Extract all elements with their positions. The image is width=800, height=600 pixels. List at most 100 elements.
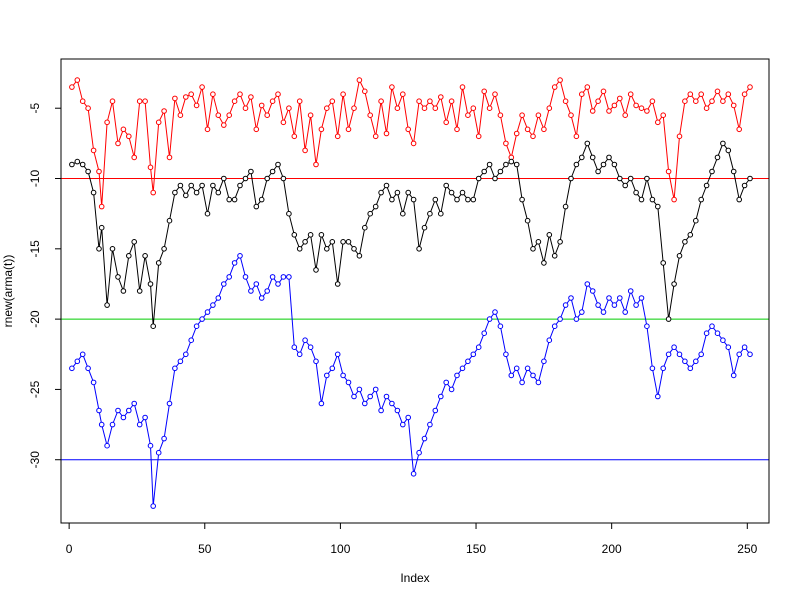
data-point xyxy=(492,309,498,315)
series-2 xyxy=(69,253,753,509)
data-point xyxy=(286,210,292,217)
data-point xyxy=(142,253,148,259)
data-point xyxy=(155,260,162,266)
data-point xyxy=(649,98,656,104)
data-point xyxy=(74,358,81,365)
data-point xyxy=(74,158,81,165)
data-point xyxy=(318,126,325,133)
data-point xyxy=(644,323,650,330)
data-point xyxy=(606,295,612,301)
data-point xyxy=(351,246,357,252)
data-point xyxy=(530,133,536,140)
data-point xyxy=(313,161,319,168)
data-point xyxy=(687,365,694,372)
data-point xyxy=(465,358,471,365)
data-point xyxy=(671,344,677,351)
data-point xyxy=(427,210,433,217)
data-point xyxy=(470,351,477,358)
data-point xyxy=(486,105,493,111)
data-point xyxy=(405,414,412,421)
data-point xyxy=(221,281,227,287)
data-point xyxy=(237,91,243,97)
y-tick-label: -15 xyxy=(28,240,42,258)
data-point xyxy=(410,196,417,203)
data-point xyxy=(584,281,591,287)
data-point xyxy=(307,344,314,351)
data-point xyxy=(221,122,227,128)
data-point xyxy=(671,196,677,203)
data-point xyxy=(258,196,265,203)
data-point xyxy=(367,393,374,400)
data-point xyxy=(492,91,498,97)
data-point xyxy=(557,77,563,83)
x-axis-title: Index xyxy=(400,571,429,585)
data-point xyxy=(682,98,688,104)
data-point xyxy=(709,98,715,104)
data-point xyxy=(210,302,216,308)
data-point xyxy=(120,288,127,294)
data-point xyxy=(579,91,585,97)
data-point xyxy=(161,435,167,442)
data-point xyxy=(465,112,471,118)
data-point xyxy=(226,196,232,203)
data-point xyxy=(237,182,243,189)
data-point xyxy=(150,323,156,330)
data-point xyxy=(356,386,363,393)
data-point xyxy=(535,112,542,118)
data-point xyxy=(280,119,287,126)
data-point xyxy=(541,358,547,365)
data-point xyxy=(720,140,726,147)
data-point xyxy=(215,295,222,301)
data-point xyxy=(90,189,97,196)
data-point xyxy=(166,154,173,161)
data-point xyxy=(372,133,379,140)
data-point xyxy=(535,239,542,245)
data-point xyxy=(448,189,455,196)
data-point xyxy=(709,323,715,330)
data-point xyxy=(356,253,363,259)
data-point xyxy=(638,295,645,301)
data-point xyxy=(693,358,699,365)
data-point xyxy=(714,154,721,161)
data-point xyxy=(248,94,254,100)
data-point xyxy=(497,112,504,118)
data-point xyxy=(74,77,81,83)
data-point xyxy=(589,108,596,114)
data-point xyxy=(147,281,154,287)
data-point xyxy=(142,98,148,104)
data-point xyxy=(524,217,531,224)
data-point xyxy=(660,365,667,372)
data-point xyxy=(595,98,601,104)
data-point xyxy=(725,147,732,154)
data-point xyxy=(242,175,249,182)
data-point xyxy=(676,253,683,259)
data-point xyxy=(79,351,86,358)
data-point xyxy=(693,217,699,224)
data-point xyxy=(136,98,143,104)
data-point xyxy=(258,295,265,301)
data-point xyxy=(541,260,547,266)
data-point xyxy=(703,330,710,337)
reference-lines xyxy=(61,178,769,461)
data-point xyxy=(638,196,645,203)
data-point xyxy=(524,365,531,372)
data-point xyxy=(568,295,574,301)
data-point xyxy=(448,386,455,393)
plot-frame xyxy=(60,58,770,524)
data-point xyxy=(687,232,694,238)
data-point xyxy=(231,196,238,203)
data-point xyxy=(104,119,110,126)
data-point xyxy=(655,203,661,210)
data-point xyxy=(600,161,607,168)
data-point xyxy=(204,126,211,133)
data-point xyxy=(394,407,401,414)
data-point xyxy=(296,351,303,358)
data-point xyxy=(513,161,520,168)
data-point xyxy=(465,196,471,203)
data-point xyxy=(155,119,162,126)
data-point xyxy=(150,503,156,509)
data-point xyxy=(362,400,368,407)
data-point xyxy=(573,133,580,140)
data-point xyxy=(568,175,574,182)
